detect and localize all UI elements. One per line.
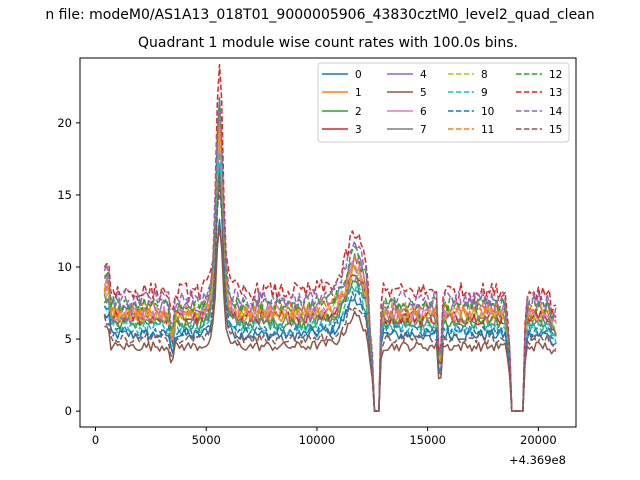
series-line-6 <box>103 134 557 412</box>
legend-label-13: 13 <box>549 87 562 99</box>
series-line-4 <box>103 124 557 412</box>
legend-label-5: 5 <box>420 87 427 99</box>
x-tick-label: 5000 <box>192 433 221 447</box>
legend-label-11: 11 <box>481 124 494 136</box>
series-line-10 <box>103 188 557 412</box>
x-tick-label: 10000 <box>299 433 336 447</box>
figure-suptitle: n file: modeM0/AS1A13_018T01_9000005906_… <box>45 7 595 23</box>
series-line-8 <box>103 121 557 412</box>
series-line-7 <box>103 178 557 412</box>
x-tick-label: 0 <box>92 433 99 447</box>
legend-label-4: 4 <box>420 69 427 81</box>
legend-box <box>317 62 570 143</box>
series-line-14 <box>103 96 557 412</box>
legend-label-2: 2 <box>355 106 362 118</box>
series-line-12 <box>103 97 557 412</box>
legend-label-10: 10 <box>481 106 494 118</box>
legend-label-9: 9 <box>481 87 488 99</box>
chart-title: Quadrant 1 module wise count rates with … <box>138 35 518 51</box>
series-line-11 <box>103 112 557 412</box>
legend-label-14: 14 <box>549 106 563 118</box>
series-line-5 <box>104 225 557 412</box>
series-line-9 <box>103 152 557 412</box>
legend-label-3: 3 <box>355 124 362 136</box>
y-tick-label: 5 <box>65 332 72 346</box>
legend-label-15: 15 <box>549 124 562 136</box>
legend-label-0: 0 <box>355 69 362 81</box>
y-tick-label: 15 <box>57 188 72 202</box>
legend-label-1: 1 <box>355 87 362 99</box>
series-line-15 <box>103 173 557 412</box>
axes-frame <box>79 57 577 428</box>
series-line-13 <box>103 63 557 412</box>
legend-label-7: 7 <box>420 124 427 136</box>
series-line-2 <box>103 165 557 412</box>
series-line-3 <box>104 112 557 412</box>
x-tick-label: 15000 <box>409 433 446 447</box>
x-offset-label: +4.369e8 <box>509 453 566 467</box>
series-lines <box>103 63 557 412</box>
axis-ticks: 0 5000 10000 15000 20000 0 5 10 15 20 <box>57 116 556 447</box>
legend-label-8: 8 <box>481 69 488 81</box>
y-tick-label: 0 <box>65 404 72 418</box>
x-tick-label: 20000 <box>520 433 557 447</box>
series-line-0 <box>103 218 557 412</box>
legend-label-12: 12 <box>549 69 562 81</box>
series-line-1 <box>103 146 557 412</box>
y-tick-label: 20 <box>57 116 72 130</box>
legend-label-6: 6 <box>420 106 427 118</box>
y-tick-label: 10 <box>57 260 72 274</box>
